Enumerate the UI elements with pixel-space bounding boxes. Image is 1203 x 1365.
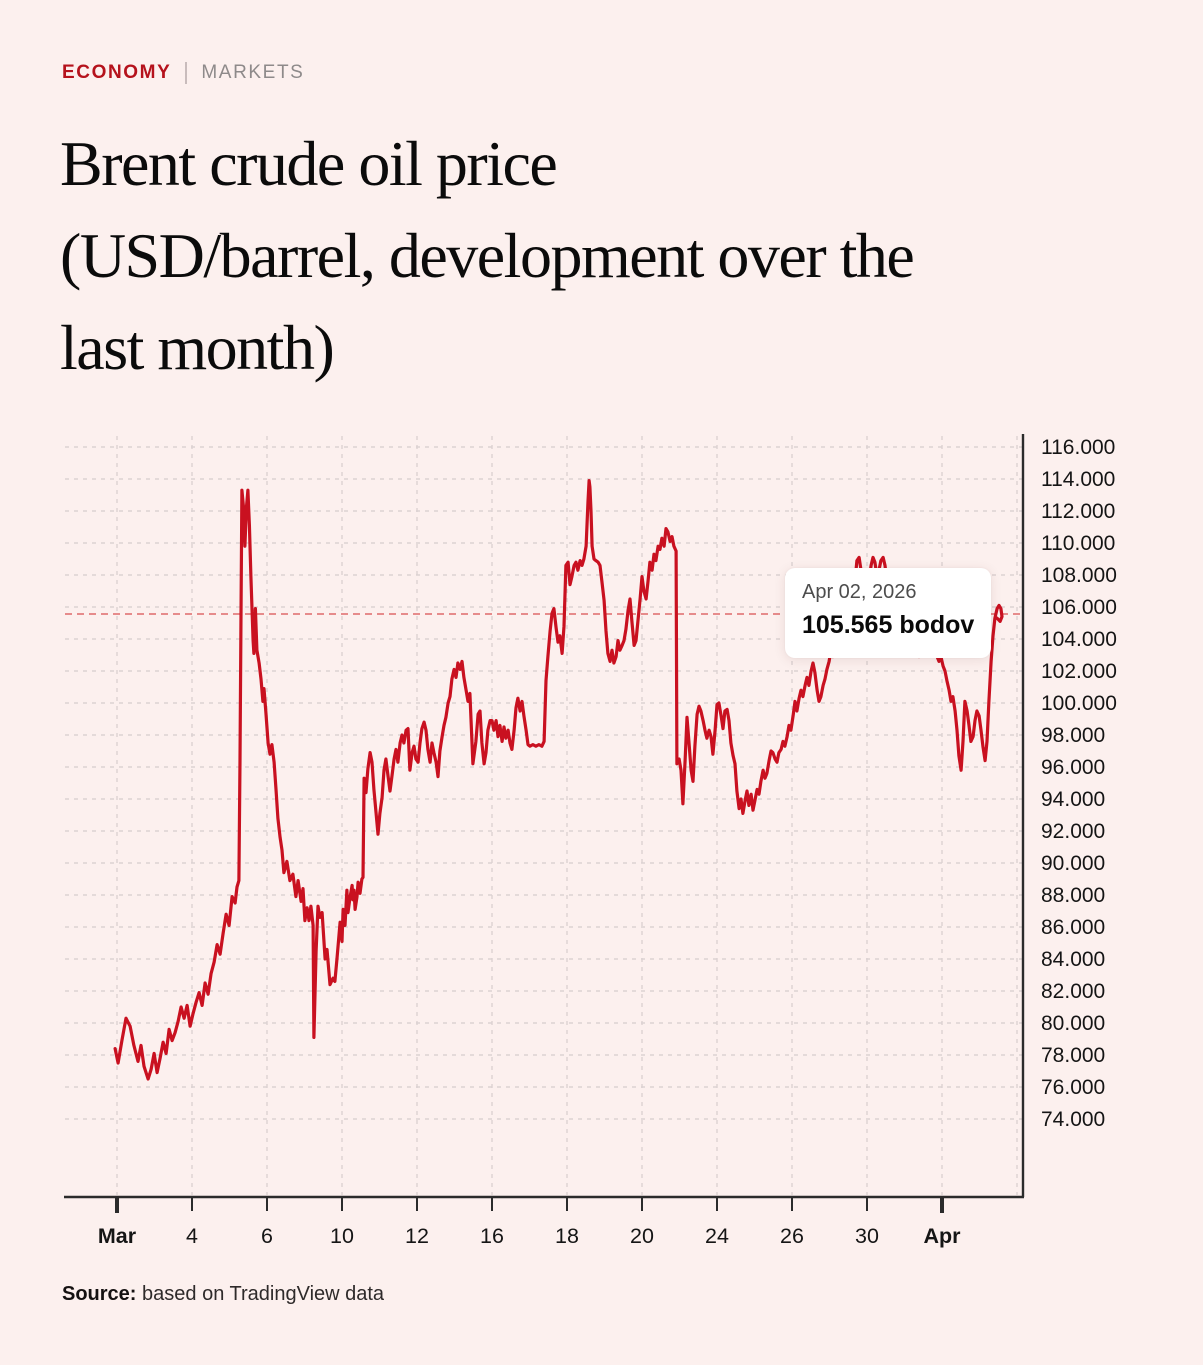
page-title-line-1: Brent crude oil price: [60, 128, 558, 199]
svg-text:112.000: 112.000: [1041, 500, 1115, 523]
svg-text:98.000: 98.000: [1041, 724, 1105, 747]
breadcrumb: ECONOMY MARKETS: [62, 62, 304, 84]
svg-text:100.000: 100.000: [1041, 692, 1117, 715]
gridlines: [65, 436, 1023, 1195]
eyebrow-category-label: MARKETS: [201, 62, 305, 83]
svg-text:78.000: 78.000: [1041, 1044, 1105, 1067]
svg-text:6: 6: [261, 1224, 273, 1248]
eyebrow-section-label: ECONOMY: [62, 62, 172, 83]
svg-text:90.000: 90.000: [1041, 852, 1105, 875]
tooltip-date: Apr 02, 2026: [802, 581, 917, 603]
svg-text:24: 24: [705, 1224, 729, 1248]
price-tooltip: Apr 02, 2026 105.565 bodov: [785, 568, 991, 658]
svg-text:76.000: 76.000: [1041, 1076, 1105, 1099]
svg-text:110.000: 110.000: [1041, 532, 1115, 555]
x-axis-labels: Mar 4 6 10 12 16 18 20 24 26 30 Apr: [98, 1224, 961, 1248]
source-text: based on TradingView data: [136, 1283, 385, 1305]
svg-text:94.000: 94.000: [1041, 788, 1105, 811]
svg-text:96.000: 96.000: [1041, 756, 1105, 779]
svg-text:88.000: 88.000: [1041, 884, 1105, 907]
svg-text:30: 30: [855, 1224, 879, 1248]
svg-text:102.000: 102.000: [1041, 660, 1117, 683]
svg-text:20: 20: [630, 1224, 654, 1248]
svg-text:16: 16: [480, 1224, 504, 1248]
svg-text:18: 18: [555, 1224, 579, 1248]
svg-text:80.000: 80.000: [1041, 1012, 1105, 1035]
source-line: Source: based on TradingView data: [62, 1283, 384, 1306]
svg-text:26: 26: [780, 1224, 804, 1248]
svg-text:92.000: 92.000: [1041, 820, 1105, 843]
svg-text:12: 12: [405, 1224, 429, 1248]
svg-text:Apr: Apr: [923, 1224, 961, 1248]
eyebrow-divider: [185, 62, 188, 84]
source-label: Source:: [62, 1283, 137, 1305]
svg-text:104.000: 104.000: [1041, 628, 1117, 651]
svg-text:114.000: 114.000: [1041, 468, 1115, 491]
svg-text:108.000: 108.000: [1041, 564, 1117, 587]
y-axis-labels: 116.000 114.000 112.000 110.000 108.000 106.0…: [1041, 436, 1117, 1131]
tooltip-value: 105.565 bodov: [802, 611, 975, 639]
svg-text:4: 4: [186, 1224, 198, 1248]
svg-text:82.000: 82.000: [1041, 980, 1105, 1003]
svg-text:74.000: 74.000: [1041, 1108, 1105, 1131]
svg-text:106.000: 106.000: [1041, 596, 1117, 619]
page-title-line-3: last month): [60, 312, 335, 383]
axes: [64, 434, 1025, 1213]
svg-text:10: 10: [330, 1224, 354, 1248]
svg-text:116.000: 116.000: [1041, 436, 1115, 459]
page-title-line-2: (USD/barrel, development over the: [60, 220, 915, 291]
svg-text:86.000: 86.000: [1041, 916, 1105, 939]
page-title: Brent crude oil price (USD/barrel, devel…: [60, 118, 1150, 394]
svg-text:Mar: Mar: [98, 1224, 137, 1248]
svg-text:84.000: 84.000: [1041, 948, 1105, 971]
